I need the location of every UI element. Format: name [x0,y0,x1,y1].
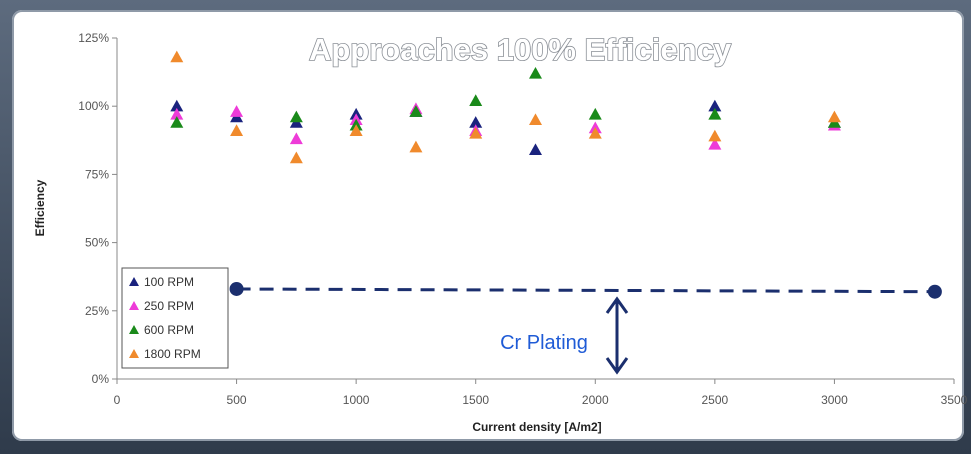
reference-end-dot [927,284,942,299]
point-1800-rpm [827,110,841,123]
y-axis-title: Efficiency [33,179,47,236]
reference-start-dot [229,281,244,296]
legend-marker [129,301,139,310]
legend-label: 100 RPM [144,275,194,289]
point-250-rpm [289,132,303,145]
legend: 100 RPM 250 RPM 600 RPM 1800 RPM [121,267,229,369]
x-tick-label: 0 [114,393,121,407]
y-tick-label: 0% [92,372,110,386]
cr-plating-reference [229,281,942,299]
y-tick-label: 50% [85,236,109,250]
legend-marker [129,349,139,358]
x-tick-label: 1500 [462,393,489,407]
point-100-rpm [469,116,483,128]
legend-box [121,267,229,369]
point-250-rpm [230,105,244,117]
point-1800-rpm [289,151,303,164]
gap-arrow-head-down [605,357,629,375]
x-axis-title: Current density [A/m2] [472,420,601,434]
point-100-rpm [708,99,722,112]
plating-gap-arrow [605,296,629,375]
point-1800-rpm [409,140,423,153]
data-points [170,50,841,164]
point-600-rpm [170,116,184,128]
x-tick-label: 2500 [702,393,729,407]
y-tick-label: 125% [78,31,109,45]
point-600-rpm [469,94,483,106]
x-tick-label: 3000 [821,393,848,407]
point-1800-rpm [170,50,184,63]
x-tick-label: 500 [227,393,247,407]
x-tick-label: 3500 [941,393,968,407]
legend-label: 600 RPM [144,323,194,337]
y-tick-label: 100% [78,99,109,113]
point-250-rpm [708,137,722,150]
x-tick-label: 1000 [343,393,370,407]
point-600-rpm [409,105,423,117]
chart-title: Approaches 100% Efficiency [309,32,732,67]
gap-arrow-head-up [605,296,629,314]
point-600-rpm [289,110,303,123]
axes [116,38,954,380]
legend-marker [129,277,139,286]
chart-panel [12,10,964,441]
y-tick-label: 75% [85,167,109,181]
reference-dashed-line [236,287,935,294]
point-250-rpm [170,107,184,120]
point-600-rpm [708,107,722,120]
legend-label: 1800 RPM [144,347,201,361]
y-tick-group: 0% 25% 50% 75% 100% 125% [78,31,117,386]
point-100-rpm [529,143,542,156]
legend-label: 250 RPM [144,299,194,313]
point-100-rpm [170,99,184,112]
point-600-rpm [529,66,542,79]
point-1800-rpm [349,124,363,136]
point-1800-rpm [469,126,483,139]
x-tick-label: 2000 [582,393,609,407]
x-tick-group: 0 500 1000 1500 2000 2500 3000 3500 [114,379,968,407]
point-1800-rpm [588,126,602,139]
point-1800-rpm [708,129,722,142]
point-600-rpm [588,107,602,120]
cr-plating-label: Cr Plating [500,332,588,354]
legend-marker [129,325,139,334]
point-1800-rpm [230,124,244,136]
point-1800-rpm [529,113,542,126]
y-tick-label: 25% [85,304,109,318]
